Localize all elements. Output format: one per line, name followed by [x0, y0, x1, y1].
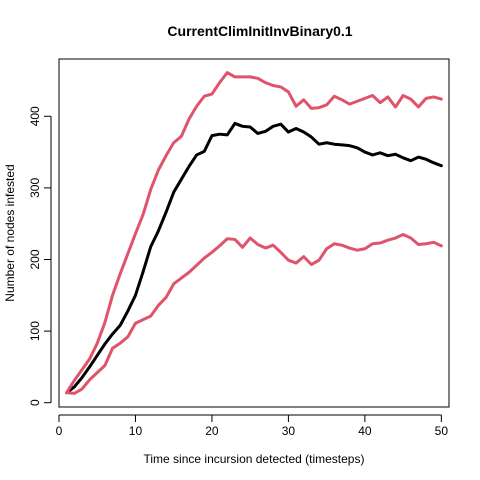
series-line-3: [65, 232, 443, 395]
y-tick-label: 300: [28, 178, 42, 198]
x-tick-label: 50: [435, 424, 449, 438]
series-layer: [65, 71, 443, 395]
x-tick-label: 10: [129, 424, 143, 438]
y-tick-label: 400: [28, 106, 42, 126]
chart-title: CurrentClimInitInvBinary0.1: [167, 23, 352, 39]
plot-frame: [58, 58, 450, 408]
y-tick-label: 0: [28, 399, 42, 406]
y-tick-label: 100: [28, 321, 42, 341]
series-line-2: [65, 71, 443, 395]
x-tick-label: 20: [205, 424, 219, 438]
x-tick-label: 30: [282, 424, 296, 438]
y-axis-label: Number of nodes infested: [3, 164, 17, 301]
y-axis: 0 100 200 300 400: [28, 106, 52, 406]
series-line-1: [65, 121, 443, 395]
x-tick-label: 0: [56, 424, 63, 438]
x-axis: 0 10 20 30 40 50: [56, 414, 449, 438]
x-axis-label: Time since incursion detected (timesteps…: [144, 452, 365, 466]
x-tick-label: 40: [358, 424, 372, 438]
y-tick-label: 200: [28, 249, 42, 269]
